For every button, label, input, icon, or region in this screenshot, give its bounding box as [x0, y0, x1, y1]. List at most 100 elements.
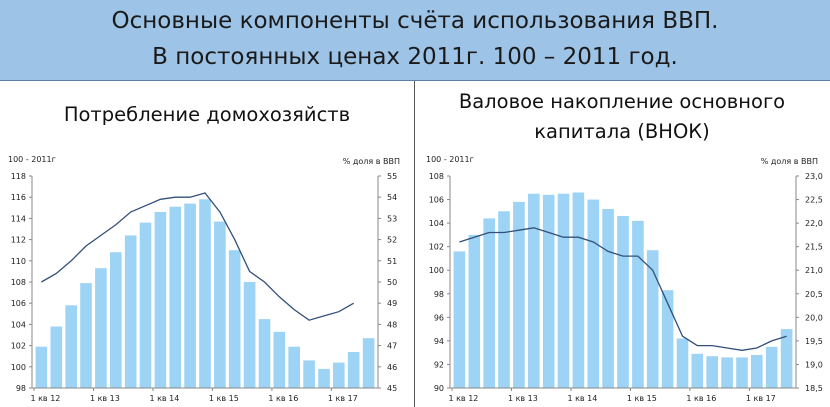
left-tick-label: 98: [16, 384, 26, 393]
bar: [542, 194, 555, 388]
bar: [124, 235, 137, 388]
bar: [617, 216, 629, 388]
bar: [184, 203, 196, 388]
bar: [95, 268, 107, 388]
bar: [243, 282, 256, 388]
bar: [169, 206, 182, 388]
right-tick-label: 49: [387, 299, 397, 308]
right-tick-label: 19,0: [805, 360, 823, 369]
left-tick-label: 104: [11, 320, 26, 329]
x-tick-label: 1 кв 15: [627, 394, 657, 403]
right-tick-label: 48: [387, 320, 397, 329]
bar: [751, 355, 763, 388]
right-tick-label: 21,5: [805, 243, 823, 252]
x-tick-label: 1 кв 12: [448, 394, 478, 403]
bar: [646, 250, 659, 388]
right-tick-label: 23,0: [805, 172, 823, 181]
slide-title-line2: В постоянных ценах 2011г. 100 – 2011 год…: [152, 44, 678, 70]
bar: [65, 305, 77, 388]
share-of-gdp-line: [41, 192, 355, 321]
bar: [288, 346, 300, 388]
x-tick-label: 1 кв 12: [30, 394, 60, 403]
right-tick-label: 22,5: [805, 196, 823, 205]
bar: [80, 283, 92, 388]
left-unit-label: 100 - 2011г: [8, 155, 56, 164]
bar: [632, 220, 644, 388]
x-tick-label: 1 кв 17: [328, 394, 358, 403]
bar: [110, 252, 122, 388]
bar: [453, 251, 466, 388]
right-tick-label: 46: [387, 363, 397, 372]
bar: [587, 199, 600, 388]
right-tick-label: 50: [387, 278, 397, 287]
left-tick-label: 100: [11, 363, 26, 372]
bar: [362, 338, 375, 388]
right-tick-label: 51: [387, 257, 397, 266]
x-tick-label: 1 кв 16: [686, 394, 716, 403]
bar: [333, 362, 345, 388]
bar: [706, 356, 718, 388]
left-tick-label: 94: [434, 337, 444, 346]
bar: [780, 329, 793, 388]
right-panel-title: Валовое накопление основного капитала (В…: [458, 90, 786, 143]
bar: [228, 250, 241, 388]
left-tick-label: 106: [11, 299, 26, 308]
bar: [273, 331, 286, 388]
left-tick-label: 92: [434, 360, 444, 369]
x-tick-label: 1 кв 15: [209, 394, 239, 403]
right-tick-label: 21,0: [805, 266, 823, 275]
x-tick-label: 1 кв 14: [149, 394, 179, 403]
slide-title-line1: Основные компоненты счёта использования …: [111, 8, 719, 34]
bar: [557, 193, 570, 388]
bar: [528, 193, 540, 388]
x-tick-label: 1 кв 13: [508, 394, 538, 403]
left-tick-label: 116: [11, 193, 26, 202]
left-tick-label: 90: [434, 384, 444, 393]
slide-header: Основные компоненты счёта использования …: [0, 0, 830, 81]
left-tick-label: 104: [429, 219, 444, 228]
right-tick-label: 18,5: [805, 384, 823, 393]
left-tick-label: 98: [434, 290, 444, 299]
bar: [602, 209, 614, 388]
left-tick-label: 108: [11, 278, 26, 287]
household-consumption-chart: 100 - 2011г % доля в ВВП 98 100 102 104 106 108…: [8, 155, 400, 403]
bar: [691, 353, 704, 388]
bar: [765, 346, 778, 388]
x-tick-label: 1 кв 17: [746, 394, 776, 403]
bar: [736, 357, 748, 388]
bar: [214, 221, 226, 388]
bar: [303, 360, 315, 388]
bar: [498, 211, 510, 388]
left-panel-title: Потребление домохозяйств: [63, 103, 351, 126]
right-tick-label: 20,0: [805, 313, 823, 322]
bar: [139, 222, 152, 388]
left-tick-label: 114: [11, 214, 26, 223]
fixed-capital-formation-chart: 100 - 2011г % доля в ВВП 90 92 94 96 98 100 102 1…: [426, 155, 823, 403]
right-unit-label: % доля в ВВП: [343, 157, 400, 166]
right-tick-label: 19,5: [805, 337, 823, 346]
right-tick-label: 22,0: [805, 219, 823, 228]
bar: [35, 346, 48, 388]
left-tick-label: 100: [429, 266, 444, 275]
panel-divider: [414, 81, 415, 407]
right-tick-label: 52: [387, 236, 397, 245]
bar: [154, 212, 167, 388]
bar: [676, 338, 689, 388]
x-tick-label: 1 кв 14: [567, 394, 597, 403]
right-tick-label: 53: [387, 214, 397, 223]
right-unit-label: % доля в ВВП: [761, 157, 818, 166]
bar: [468, 234, 481, 388]
right-tick-label: 54: [387, 193, 397, 202]
bar: [50, 326, 63, 388]
left-tick-label: 118: [11, 172, 26, 181]
right-tick-label: 47: [387, 342, 397, 351]
x-tick-label: 1 кв 13: [90, 394, 120, 403]
right-tick-label: 45: [387, 384, 397, 393]
right-tick-label: 20,5: [805, 290, 823, 299]
left-tick-label: 102: [11, 342, 26, 351]
bar: [347, 352, 360, 388]
bar: [661, 290, 674, 388]
left-tick-label: 110: [11, 257, 26, 266]
bar: [572, 192, 585, 388]
